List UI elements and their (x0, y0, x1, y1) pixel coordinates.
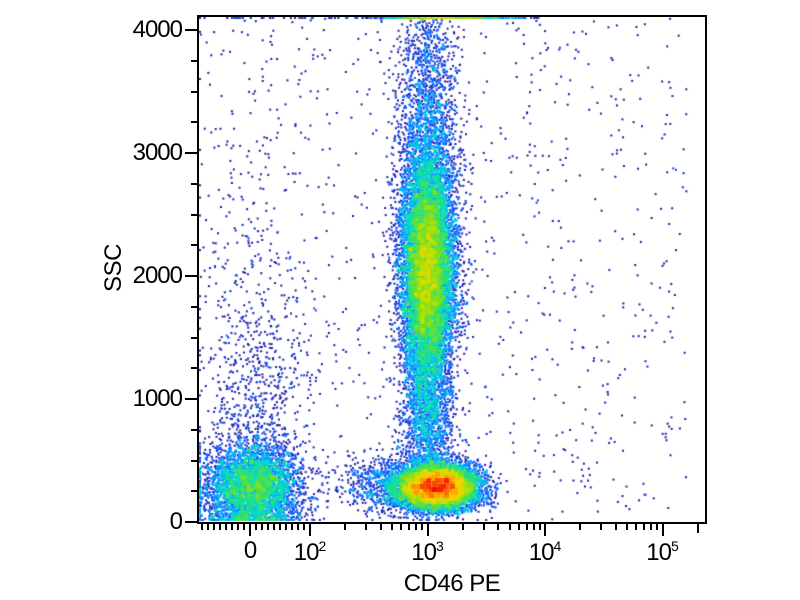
x-major-tick (249, 524, 251, 536)
x-minor-tick (643, 524, 646, 530)
x-minor-tick (231, 524, 233, 530)
x-minor-tick (303, 524, 305, 530)
y-minor-tick (191, 244, 197, 247)
x-axis-title: CD46 PE (403, 570, 501, 597)
y-minor-tick (191, 367, 197, 370)
y-minor-tick (191, 305, 197, 308)
x-minor-tick (538, 524, 541, 530)
x-minor-tick (255, 524, 257, 530)
x-tick-label: 103 (411, 538, 444, 566)
x-minor-tick (461, 524, 464, 530)
y-tick-label: 2000 (132, 262, 183, 289)
x-minor-tick (291, 524, 293, 530)
y-minor-tick (191, 490, 197, 493)
y-minor-tick (191, 428, 197, 431)
y-major-tick (185, 152, 197, 154)
x-minor-tick (614, 524, 617, 530)
x-tick-label: 104 (528, 538, 562, 566)
x-major-tick (661, 524, 664, 536)
y-minor-tick (191, 213, 197, 216)
x-minor-tick (656, 524, 659, 530)
x-minor-tick (213, 524, 215, 530)
x-minor-tick (279, 524, 281, 530)
x-minor-tick (365, 524, 368, 530)
x-minor-tick (421, 524, 424, 530)
x-minor-tick (525, 524, 528, 530)
y-tick-label: 1000 (132, 385, 183, 412)
x-minor-tick (243, 524, 245, 530)
x-minor-tick (344, 524, 347, 530)
density-scatter-canvas (199, 17, 705, 522)
x-minor-tick (273, 524, 275, 530)
x-minor-tick (415, 524, 418, 530)
x-minor-tick (237, 524, 239, 530)
x-minor-tick (600, 524, 603, 530)
x-minor-tick (497, 524, 500, 530)
x-minor-tick (482, 524, 485, 530)
y-major-tick (185, 521, 197, 523)
x-minor-tick (219, 524, 221, 530)
x-minor-tick (517, 524, 520, 530)
y-major-tick (185, 275, 197, 277)
x-minor-tick (379, 524, 382, 530)
y-minor-tick (191, 121, 197, 124)
y-tick-label: 3000 (132, 139, 183, 166)
x-minor-tick (408, 524, 411, 530)
x-medium-tick (696, 524, 699, 533)
x-minor-tick (400, 524, 403, 530)
x-minor-tick (508, 524, 511, 530)
y-major-tick (185, 398, 197, 400)
x-minor-tick (391, 524, 394, 530)
x-minor-tick (635, 524, 638, 530)
x-minor-tick (650, 524, 653, 530)
x-minor-tick (297, 524, 299, 530)
x-minor-tick (261, 524, 263, 530)
x-minor-tick (225, 524, 227, 530)
x-tick-label: 0 (243, 537, 257, 564)
y-tick-label: 4000 (132, 16, 183, 43)
x-minor-tick (267, 524, 269, 530)
y-minor-tick (191, 182, 197, 185)
y-major-tick (185, 29, 197, 31)
y-minor-tick (191, 459, 197, 462)
x-major-tick (426, 524, 429, 536)
x-minor-tick (201, 524, 203, 530)
plot-area (197, 15, 707, 524)
x-minor-tick (626, 524, 629, 530)
y-tick-label: 0 (169, 508, 183, 535)
y-minor-tick (191, 59, 197, 62)
x-major-tick (309, 524, 311, 536)
x-minor-tick (579, 524, 582, 530)
x-tick-label: 102 (293, 538, 327, 566)
x-tick-label: 105 (646, 538, 679, 566)
x-minor-tick (207, 524, 209, 530)
x-minor-tick (285, 524, 287, 530)
x-major-tick (544, 524, 546, 536)
y-minor-tick (191, 90, 197, 93)
x-minor-tick (532, 524, 535, 530)
y-minor-tick (191, 336, 197, 339)
